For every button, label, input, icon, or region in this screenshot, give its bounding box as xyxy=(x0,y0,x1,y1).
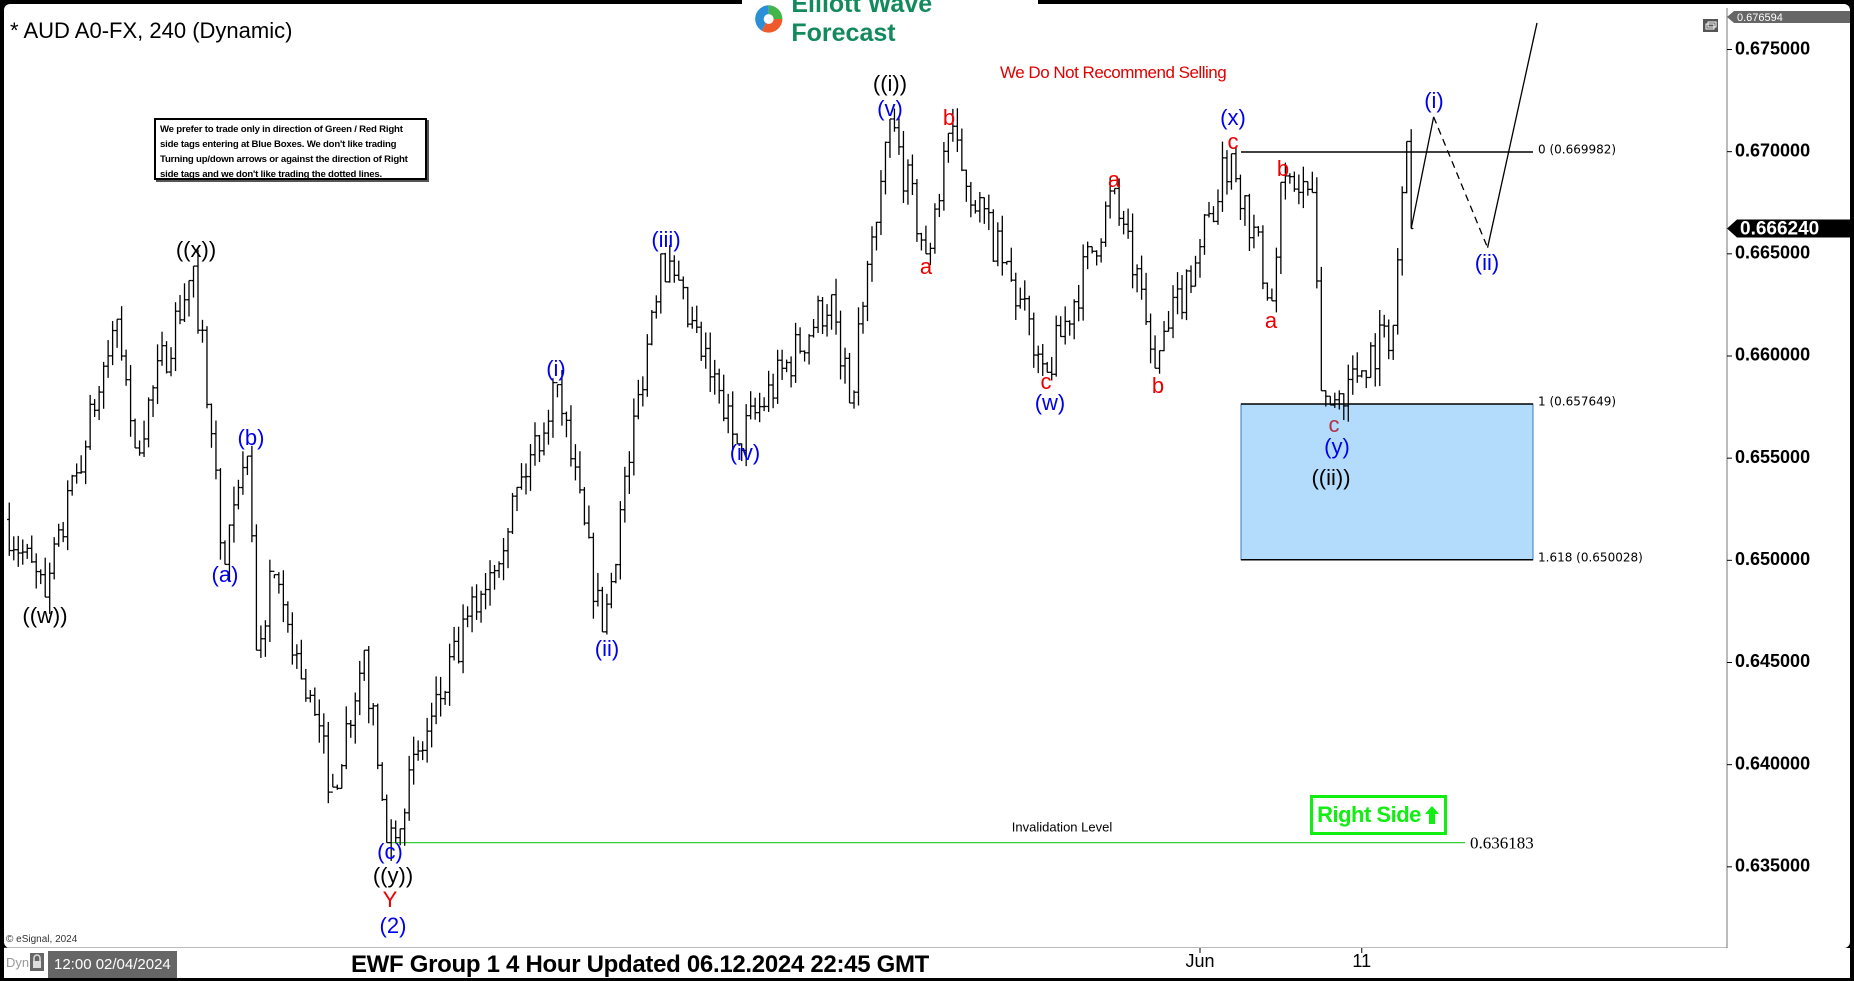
wave-label: (iv) xyxy=(730,440,761,465)
wave-label: c xyxy=(1041,369,1052,394)
wave-label: (a) xyxy=(212,562,239,587)
wave-label: c xyxy=(1228,129,1239,154)
wave-label: (iii) xyxy=(651,227,680,252)
wave-label: Y xyxy=(383,887,398,912)
wave-label: (2) xyxy=(380,913,407,938)
invalidation-value: 0.636183 xyxy=(1470,834,1534,853)
wave-label: ((w)) xyxy=(22,603,67,628)
projection-segment xyxy=(1410,116,1435,229)
chart-title: * AUD A0-FX, 240 (Dynamic) xyxy=(10,18,293,43)
right-side-tag: Right Side xyxy=(1310,795,1447,835)
fib-level-label: 1 (0.657649) xyxy=(1538,395,1616,409)
projection-path xyxy=(1410,22,1538,248)
wave-label: a xyxy=(1265,308,1278,333)
y-tick-label: 0.675000 xyxy=(1735,38,1810,58)
wave-label: (ii) xyxy=(595,636,619,661)
wave-label: ((x)) xyxy=(176,237,216,262)
window-restore-icon[interactable] xyxy=(1703,19,1718,32)
logo: Elliott Wave Forecast xyxy=(742,0,1038,47)
current-price-tag xyxy=(1727,219,1850,238)
wave-label: (ii) xyxy=(1475,250,1499,275)
wave-label: (i) xyxy=(546,356,566,381)
price-axis[interactable]: 0.675000 0.670000 0.665000 0.660000 0.655000… xyxy=(1727,11,1850,876)
fib-level-label: 1.618 (0.650028) xyxy=(1538,550,1643,564)
current-price-label: 0.666240 xyxy=(1740,219,1819,240)
dynamic-indicator: Dyn xyxy=(6,955,30,970)
cursor-date: 12:00 02/04/2024 xyxy=(48,951,177,978)
y-tick-label: 0.645000 xyxy=(1735,651,1810,671)
ewf-swirl-logo-icon xyxy=(754,5,783,33)
blue-box-buy-zone xyxy=(1240,403,1534,561)
wave-labels: ((w)) ((x)) (a) (b) (c)((y))Y(2) (i) (ii) (iii)… xyxy=(22,71,1499,938)
arrow-up-icon xyxy=(1424,806,1439,824)
y-tick-label: 0.670000 xyxy=(1735,140,1810,160)
y-tick-label: 0.655000 xyxy=(1735,447,1810,467)
wave-label: b xyxy=(1277,156,1289,181)
logo-text: Elliott Wave Forecast xyxy=(791,0,933,47)
warning-text: We Do Not Recommend Selling xyxy=(1000,63,1227,82)
right-side-label: Right Side xyxy=(1317,802,1421,827)
wave-label: (v) xyxy=(877,96,903,121)
y-tick-label: 0.640000 xyxy=(1735,753,1810,773)
projection-segment xyxy=(1486,22,1538,248)
wave-label: ((i)) xyxy=(873,71,907,96)
top-price-tag xyxy=(1727,11,1850,23)
top-price-label: 0.676594 xyxy=(1737,12,1783,24)
wave-label: b xyxy=(943,105,955,130)
wave-label: ((y)) xyxy=(373,863,413,888)
footer-title: EWF Group 1 4 Hour Updated 06.12.2024 22… xyxy=(350,951,930,978)
x-tick-label: Jun xyxy=(1185,951,1215,971)
chart-frame xyxy=(4,4,1850,948)
wave-label: c xyxy=(1329,412,1340,437)
wave-label: (x) xyxy=(1220,105,1246,130)
invalidation-label: Invalidation Level xyxy=(1012,820,1113,835)
y-tick-label: 0.635000 xyxy=(1735,856,1810,876)
copyright: © eSignal, 2024 xyxy=(6,934,78,945)
x-tick-label: 11 xyxy=(1352,951,1372,971)
wave-label: (i) xyxy=(1424,88,1444,113)
wave-label: (b) xyxy=(238,425,265,450)
footer-bar xyxy=(4,948,1850,978)
wave-label: (w) xyxy=(1035,390,1066,415)
wave-label: b xyxy=(1152,373,1164,398)
fib-level-label: 0 (0.669982) xyxy=(1538,143,1616,157)
ohlc-bars xyxy=(7,108,1414,861)
wave-label: ((ii)) xyxy=(1311,465,1350,490)
y-tick-label: 0.665000 xyxy=(1735,243,1810,263)
wave-label: (c) xyxy=(377,839,403,864)
y-tick-label: 0.660000 xyxy=(1735,345,1810,365)
wave-label: a xyxy=(1108,167,1121,192)
trading-note: We prefer to trade only in direction of … xyxy=(154,118,427,180)
y-tick-label: 0.650000 xyxy=(1735,549,1810,569)
wave-label: (y) xyxy=(1324,434,1350,459)
lock-icon[interactable] xyxy=(30,953,44,971)
wave-label: a xyxy=(920,254,933,279)
